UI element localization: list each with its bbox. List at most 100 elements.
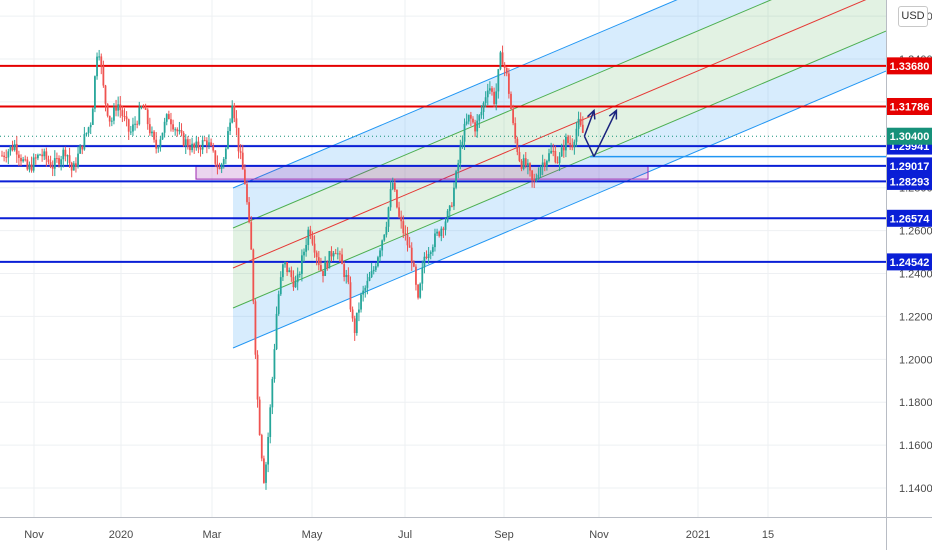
candle-body	[115, 107, 117, 111]
candle-body	[520, 160, 523, 169]
candle-body	[106, 103, 109, 116]
price-tick-label: 1.14000	[899, 483, 932, 495]
candle-body	[360, 294, 362, 310]
price-tick-label: 1.22000	[899, 311, 932, 323]
price-level-tag	[887, 209, 932, 227]
candle-body	[507, 73, 510, 94]
candles	[1, 45, 584, 490]
candle-body	[218, 167, 221, 169]
candle-body	[132, 124, 134, 132]
candle-body	[119, 104, 122, 111]
candle-body	[499, 52, 502, 70]
date-tick-label: 2020	[109, 529, 133, 541]
price-level-tag-text: 1.24542	[890, 257, 930, 269]
candle-body	[144, 108, 147, 110]
candle-body	[79, 145, 82, 154]
candle-body	[121, 110, 124, 117]
candle-body	[47, 159, 50, 163]
candle-body	[505, 68, 508, 74]
candle-body	[565, 136, 567, 151]
candle-body	[324, 261, 327, 276]
candle-body	[220, 164, 223, 169]
price-tick-label: 1.16000	[899, 440, 932, 452]
candle-body	[288, 270, 291, 273]
candle-body	[516, 138, 519, 152]
candle-body	[480, 111, 483, 116]
date-tick-label: Sep	[494, 529, 514, 541]
candle-body	[28, 164, 31, 170]
candle-body	[343, 264, 346, 278]
support-zone	[195, 165, 649, 180]
candle-body	[184, 139, 187, 146]
candle-body	[284, 262, 286, 265]
candle-body	[296, 274, 299, 283]
candle-body	[58, 158, 60, 165]
candle-body	[229, 122, 231, 132]
candle-body	[421, 267, 424, 284]
candle-body	[136, 123, 139, 125]
candle-body	[552, 150, 555, 152]
candle-body	[43, 151, 46, 157]
forecast-up-arrow	[583, 110, 595, 137]
candle-body	[140, 106, 143, 108]
candle-body	[104, 85, 107, 104]
candle-body	[203, 140, 206, 142]
candle-body	[374, 266, 377, 270]
price-tick-label: 1.24000	[899, 269, 932, 281]
candle-body	[309, 229, 312, 236]
candle-body	[351, 309, 354, 319]
candle-body	[277, 294, 280, 314]
candle-body	[191, 143, 193, 151]
candle-body	[127, 119, 130, 132]
candle-body	[64, 149, 67, 157]
candle-body	[419, 283, 422, 298]
date-tick-label: Mar	[203, 529, 222, 541]
candle-body	[53, 158, 56, 169]
candle-body	[543, 162, 546, 167]
candle-body	[415, 266, 417, 285]
candle-body	[102, 66, 105, 86]
candle-body	[531, 170, 534, 181]
candle-body	[334, 253, 337, 255]
candle-body	[113, 107, 115, 121]
candle-body	[467, 114, 470, 122]
candle-body	[233, 105, 236, 119]
candle-body	[412, 262, 415, 267]
candle-body	[387, 207, 390, 227]
candle-body	[75, 163, 77, 167]
candle-body	[545, 160, 548, 167]
candle-body	[503, 64, 506, 69]
candle-body	[368, 277, 371, 281]
candle-body	[529, 163, 531, 171]
candle-body	[252, 249, 255, 302]
candle-body	[37, 154, 39, 159]
channel-median-line	[232, 0, 867, 269]
candle-body	[34, 157, 37, 159]
candle-body	[303, 251, 305, 256]
candle-body	[469, 114, 472, 119]
candle-body	[450, 205, 453, 207]
candle-body	[142, 106, 145, 109]
candle-body	[575, 128, 578, 142]
candle-body	[379, 250, 381, 258]
candle-body	[349, 282, 352, 310]
candle-body	[548, 153, 550, 161]
candle-body	[15, 144, 18, 155]
candle-body	[193, 143, 196, 148]
forecast-rebound-arrow	[593, 110, 618, 157]
candle-body	[501, 52, 504, 65]
candle-body	[265, 464, 267, 483]
candle-body	[260, 435, 263, 459]
candle-body	[311, 235, 314, 244]
channel-lower-band	[233, 31, 886, 348]
candle-body	[336, 253, 339, 255]
candle-body	[448, 205, 451, 211]
candle-body	[250, 222, 253, 250]
candle-body	[148, 124, 151, 134]
horizontal-levels	[0, 64, 886, 263]
candle-body	[539, 167, 542, 175]
currency-badge[interactable]: USD	[898, 6, 928, 27]
channel-bottom-line	[232, 70, 887, 349]
